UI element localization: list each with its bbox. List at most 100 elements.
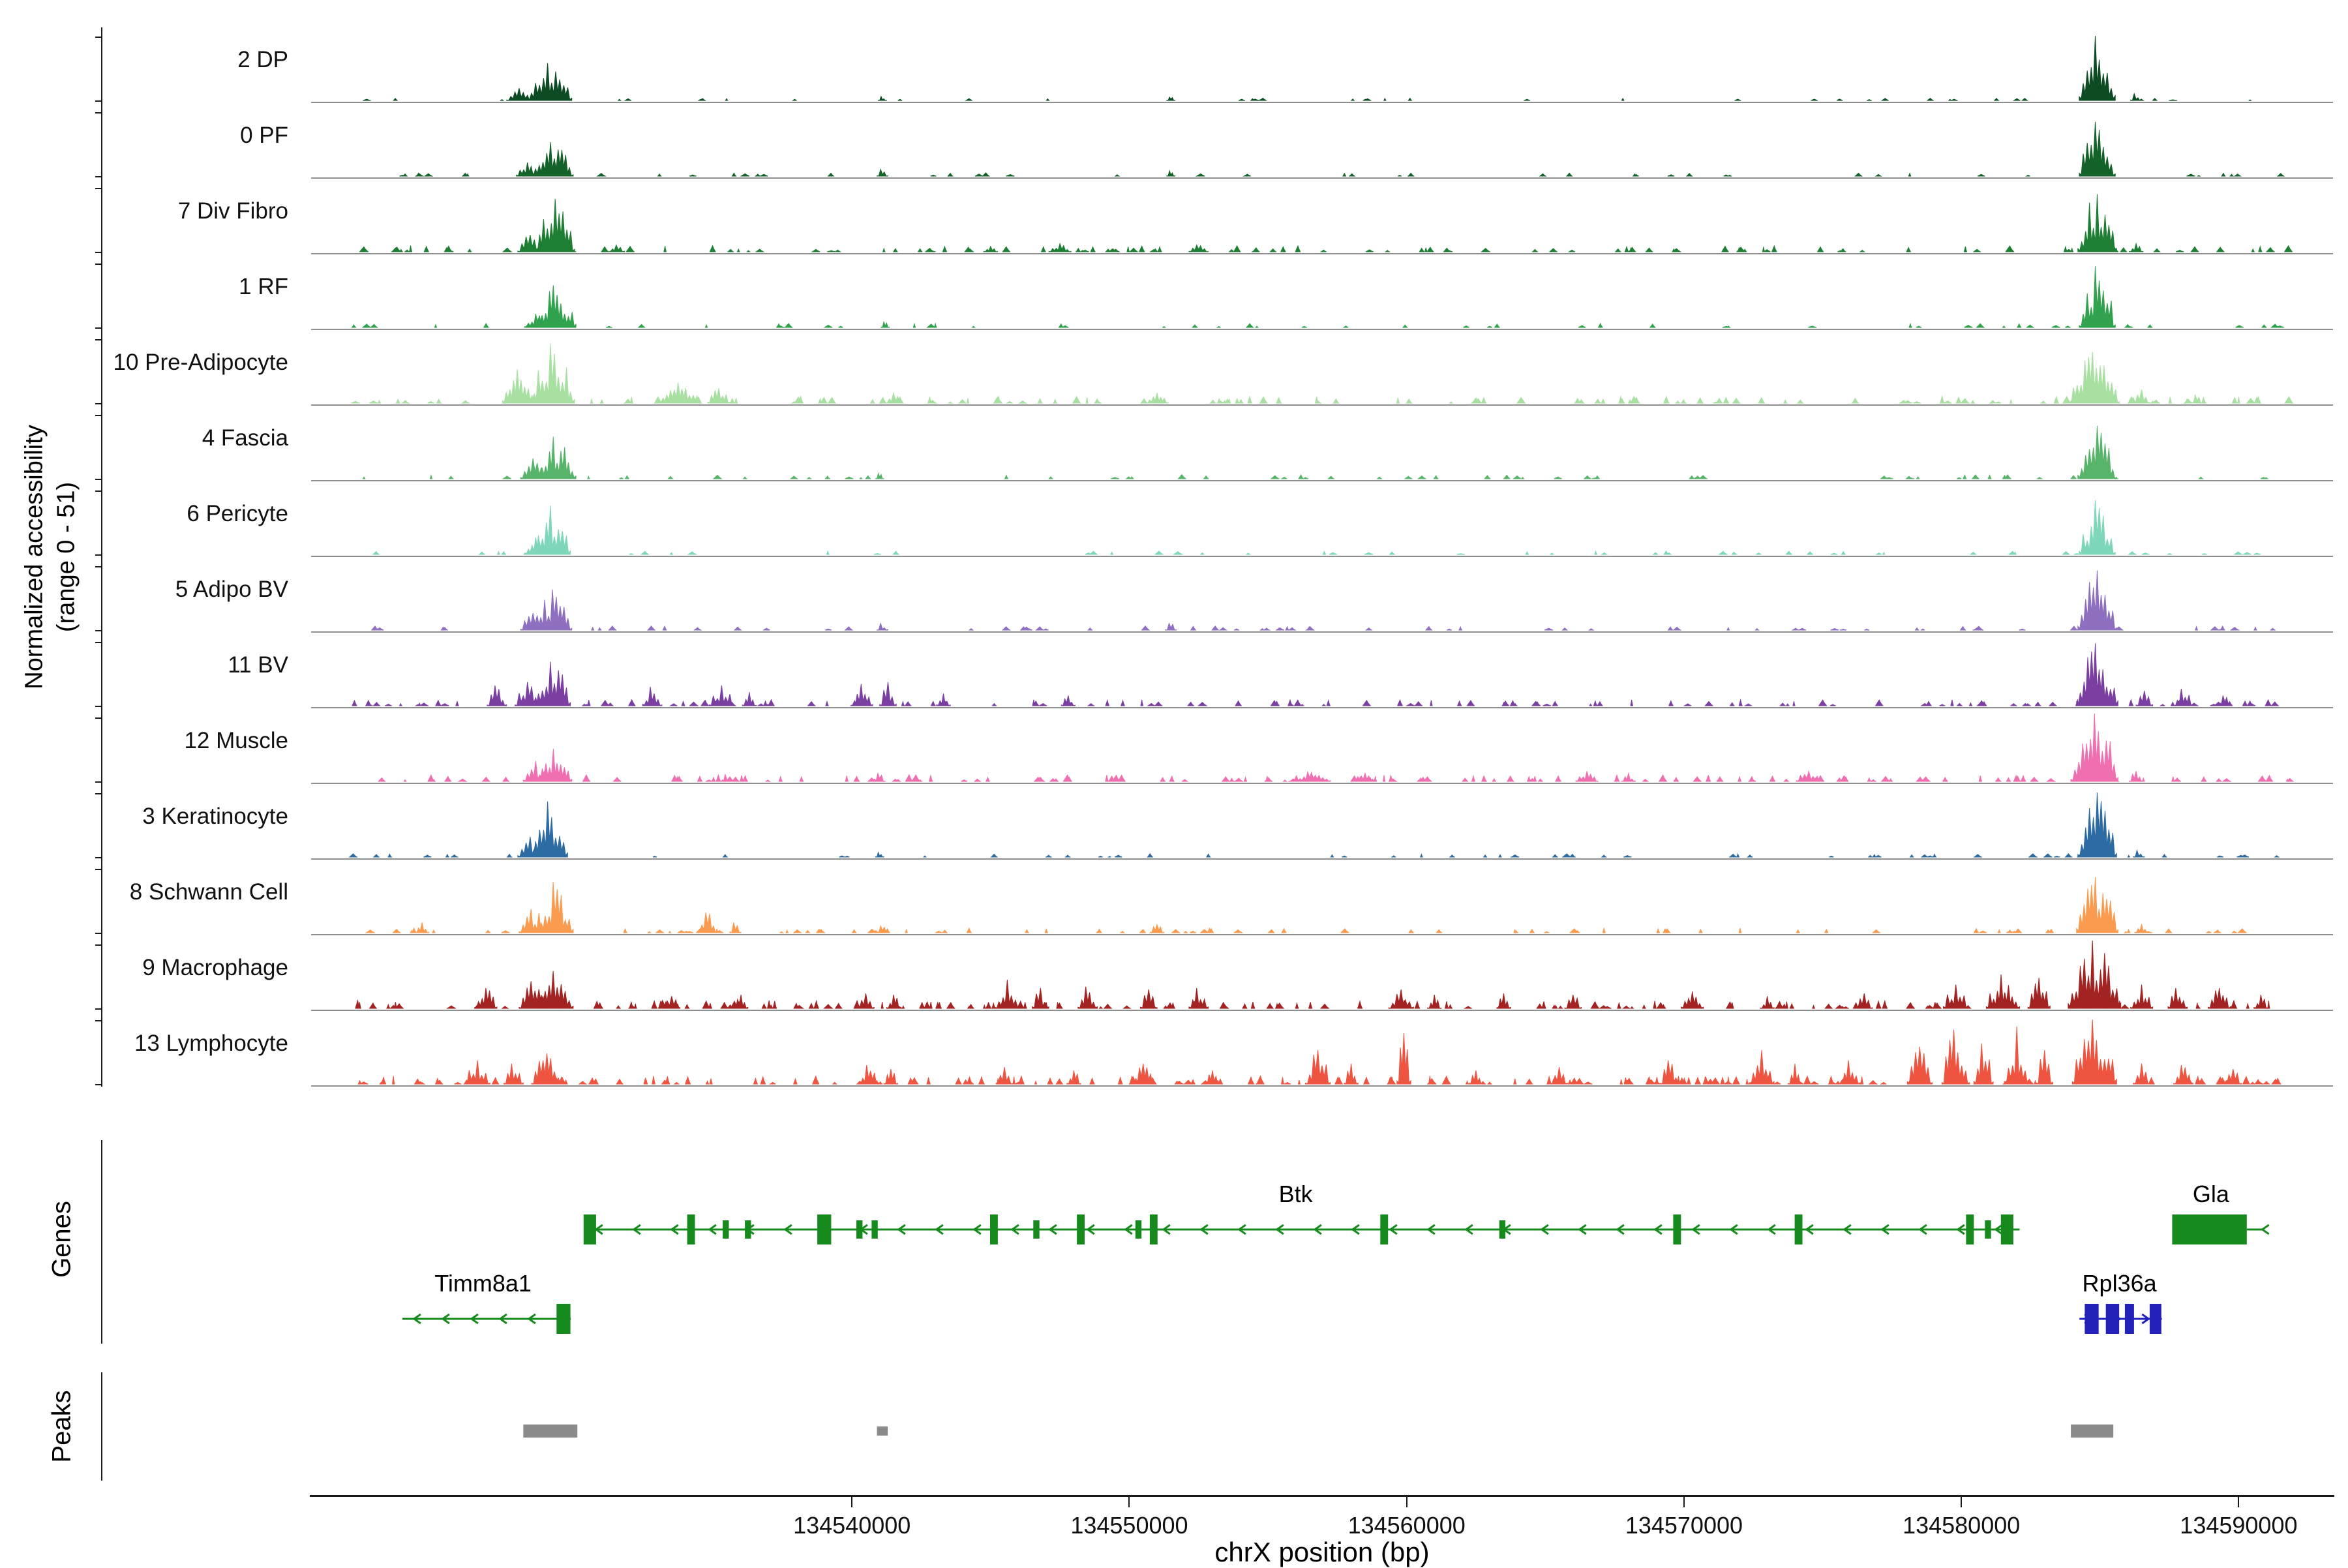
signal-path [351,266,2285,328]
x-axis-tick [1683,1497,1685,1507]
gene-exon [2105,1304,2120,1334]
track-range-tick [95,1020,102,1021]
track-range-tick [95,717,102,719]
genes-panel: Btk Gla Timm8a1 Rpl36a [311,1148,2333,1363]
track-range-tick [95,37,102,38]
signal-path [365,877,2248,933]
signal-path [355,940,2270,1009]
x-axis-tick-label: 134590000 [2180,1512,2298,1539]
gene-exon [687,1214,695,1244]
track-label: 1 RF [239,274,288,299]
track-range-tick [95,857,102,858]
transcription-direction-arrow [1994,1224,2003,1235]
transcription-direction-arrow [1237,1224,1246,1235]
gene-exon [745,1220,751,1239]
transcription-direction-arrow [1124,1224,1133,1235]
x-axis-tick [1128,1497,1130,1507]
x-axis-tick [1406,1497,1407,1507]
gene-models-svg: Btk Gla Timm8a1 Rpl36a [402,1181,2270,1334]
gene-exon [817,1214,832,1244]
transcription-direction-arrow [1880,1224,1889,1235]
peaks-axis-line [101,1372,102,1481]
transcription-direction-arrow [1048,1224,1057,1235]
x-axis-tick [2238,1497,2240,1507]
track-range-tick [95,642,102,643]
gene-exon [1380,1214,1389,1244]
signal-path [363,36,2252,101]
track-range-tick [95,479,102,480]
track-signal [311,1011,2333,1087]
gene-exon [2000,1214,2013,1244]
track-label: 12 Muscle [184,728,288,753]
track-row-4-fascia: 4 Fascia [0,406,2348,481]
transcription-direction-arrow [1578,1224,1587,1235]
track-label: 9 Macrophage [142,955,288,980]
track-label: 11 BV [228,652,288,678]
signal-path [372,500,2261,555]
gene-exon [990,1214,998,1244]
track-signal [311,406,2333,481]
transcription-direction-arrow [1426,1224,1436,1235]
transcription-direction-arrow [783,1224,792,1235]
gene-exon [1077,1214,1085,1244]
peak-region [2071,1425,2114,1438]
track-label: 0 PF [240,123,288,148]
transcription-direction-arrow [1918,1224,1927,1235]
transcription-direction-arrow [1616,1224,1625,1235]
transcription-direction-arrow [1199,1224,1209,1235]
transcription-direction-arrow [470,1313,479,1325]
tracks-axis-line [101,27,102,1087]
track-range-tick [95,869,102,870]
gene-label-Timm8a1: Timm8a1 [434,1270,532,1297]
track-label: 7 Div Fibro [177,198,288,224]
track-signal [311,481,2333,557]
transcription-direction-arrow [1653,1224,1663,1235]
track-signal [311,784,2333,860]
track-signal-svg [365,877,2248,933]
gene-exon [1794,1214,1803,1244]
track-signal-svg [370,570,2276,631]
track-range-tick [95,415,102,416]
transcription-direction-arrow [412,1313,421,1325]
track-range-tick [95,112,102,113]
transcription-direction-arrow [1805,1224,1814,1235]
x-axis-tick [1961,1497,1963,1507]
x-axis-tick-label: 134570000 [1625,1512,1743,1539]
transcription-direction-arrow [1956,1224,1965,1235]
gene-label-Btk: Btk [1279,1181,1314,1207]
signal-path [359,194,2293,252]
track-signal [311,254,2333,330]
track-range-tick [95,403,102,404]
track-signal-svg [378,713,2295,782]
track-signal-svg [355,940,2270,1009]
transcription-direction-arrow [594,1224,603,1235]
track-row-12-muscle: 12 Muscle [0,708,2348,784]
gene-exon [1135,1220,1142,1239]
x-axis-tick [851,1497,853,1507]
transcription-direction-arrow [1010,1224,1019,1235]
transcription-direction-arrow [1729,1224,1738,1235]
transcription-direction-arrow [441,1313,450,1325]
track-row-7-div-fibro: 7 Div Fibro [0,179,2348,254]
track-range-tick [95,176,102,177]
transcription-direction-arrow [670,1224,679,1235]
track-range-tick [95,554,102,556]
track-signal-svg [372,500,2261,555]
track-range-tick [95,944,102,946]
track-row-9-macrophage: 9 Macrophage [0,935,2348,1011]
x-axis-tick-label: 134580000 [1903,1512,2021,1539]
gene-body-Gla [2172,1214,2247,1244]
transcription-direction-arrow [2261,1224,2270,1235]
genes-axis-line [101,1140,102,1344]
gene-exon [856,1220,863,1239]
gene-label-Rpl36a: Rpl36a [2083,1270,2158,1297]
transcription-direction-arrow [1275,1224,1284,1235]
track-range-tick [95,1008,102,1010]
track-label: 2 DP [237,47,288,72]
track-signal [311,633,2333,708]
gene-exon [1033,1220,1040,1239]
track-label: 4 Fascia [202,425,288,451]
peaks-section-label: Peaks [47,1390,76,1463]
track-label: 10 Pre-Adipocyte [113,350,288,375]
track-range-tick [95,327,102,329]
